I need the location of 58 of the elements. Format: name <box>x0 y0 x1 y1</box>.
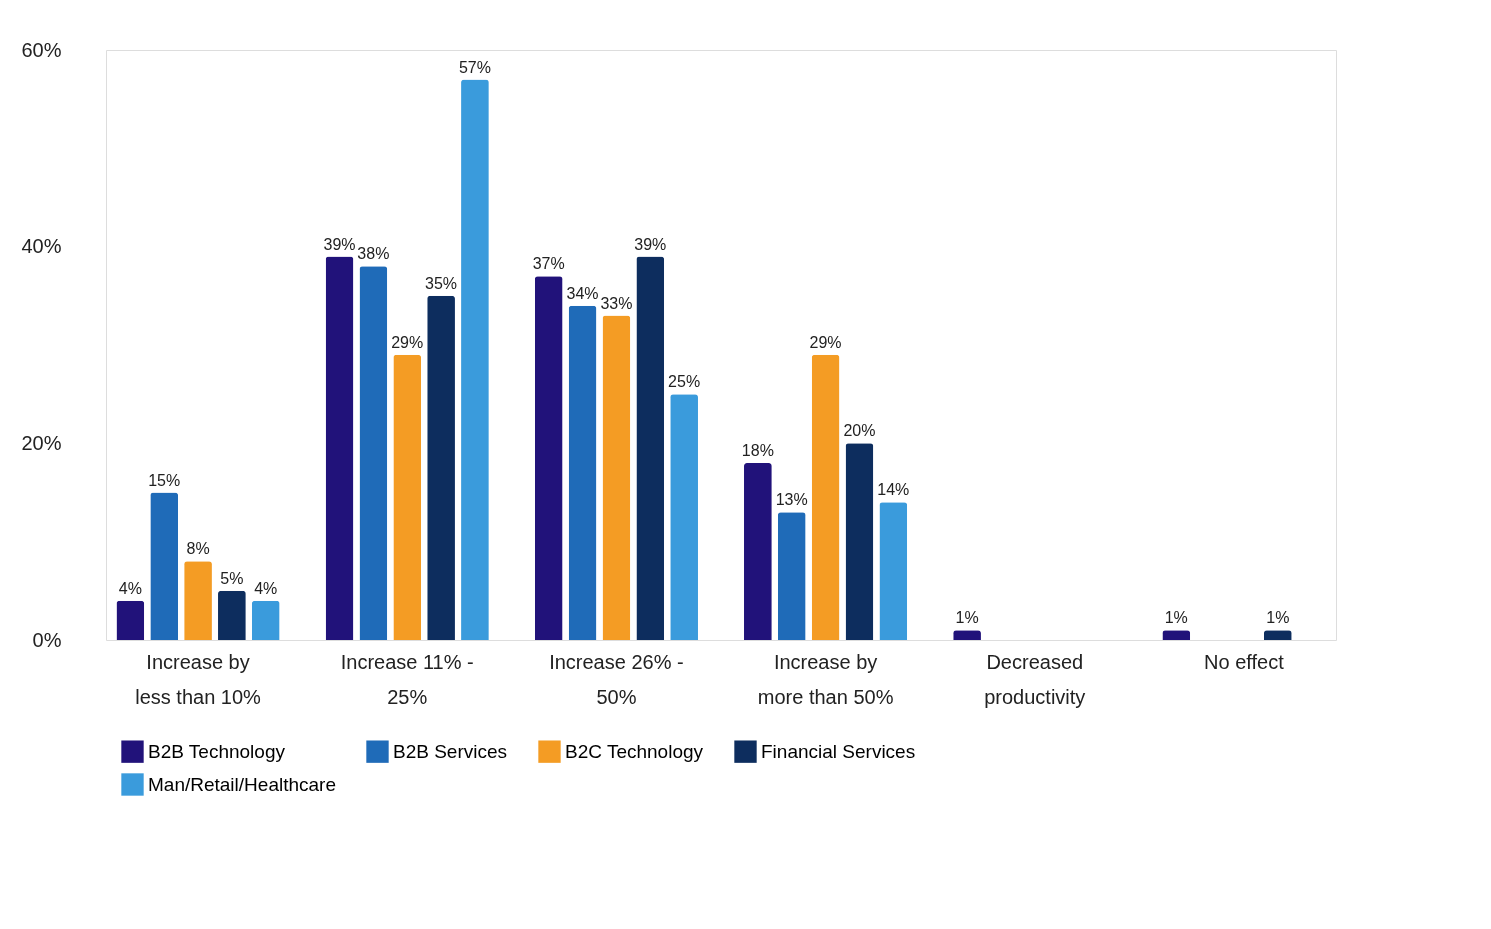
bar <box>879 502 908 640</box>
data-label: 35% <box>425 274 458 292</box>
data-label: 4% <box>118 579 142 597</box>
x-tick-label: Increase 26% - 50% <box>549 650 684 708</box>
data-label: 20% <box>843 422 876 440</box>
bar <box>251 600 280 640</box>
data-label: 18% <box>741 442 774 459</box>
data-label: 13% <box>775 491 808 509</box>
legend-label: B2B Services <box>393 740 508 762</box>
data-label: 4% <box>254 579 278 597</box>
data-label: 37% <box>532 255 565 273</box>
data-label: 29% <box>809 333 842 351</box>
bar <box>811 354 840 640</box>
legend-label: B2C Technology <box>565 740 704 762</box>
data-label: 5% <box>220 569 244 587</box>
data-label: 1% <box>1266 609 1290 627</box>
legend-label: Financial Services <box>761 740 916 762</box>
bar <box>744 463 772 640</box>
data-label: 38% <box>357 245 390 263</box>
bar <box>218 590 246 640</box>
bar <box>359 266 388 640</box>
bar <box>777 512 806 640</box>
data-label: 8% <box>186 540 210 558</box>
y-tick-label: 40% <box>21 235 62 258</box>
bar <box>393 354 422 640</box>
data-label: 33% <box>600 294 633 312</box>
bar <box>461 79 489 640</box>
bar <box>116 600 145 640</box>
data-label: 39% <box>634 235 667 253</box>
bar <box>568 305 597 640</box>
bar <box>602 315 631 640</box>
data-label: 1% <box>1164 609 1188 627</box>
y-tick-label: 0% <box>32 628 62 651</box>
x-tick-label: No effect <box>1204 650 1285 673</box>
bar <box>427 295 455 640</box>
legend-label: B2B Technology <box>148 740 286 762</box>
legend-label: Man/Retail/Healthcare <box>148 773 336 795</box>
data-label: 34% <box>566 284 599 302</box>
bar <box>845 443 874 640</box>
bar <box>184 561 212 640</box>
data-label: 1% <box>955 609 979 627</box>
bar <box>325 256 354 640</box>
bar <box>670 394 698 640</box>
y-tick-label: 20% <box>21 431 62 454</box>
bar <box>534 276 563 640</box>
x-tick-label: Decreased productivity <box>984 650 1086 708</box>
x-tick-label: Increase by more than 50% <box>757 650 894 708</box>
data-label: 25% <box>668 373 701 391</box>
data-label: 29% <box>391 333 424 351</box>
data-label: 57% <box>458 58 491 76</box>
x-tick-label: Increase by less than 10% <box>135 650 262 708</box>
data-label: 14% <box>877 481 910 499</box>
bar <box>150 492 179 640</box>
bar <box>636 256 665 640</box>
x-tick-label: Increase 11% - 25% <box>340 650 474 708</box>
data-label: 15% <box>148 471 181 489</box>
data-label: 39% <box>323 235 356 253</box>
y-tick-label: 60% <box>21 38 62 61</box>
